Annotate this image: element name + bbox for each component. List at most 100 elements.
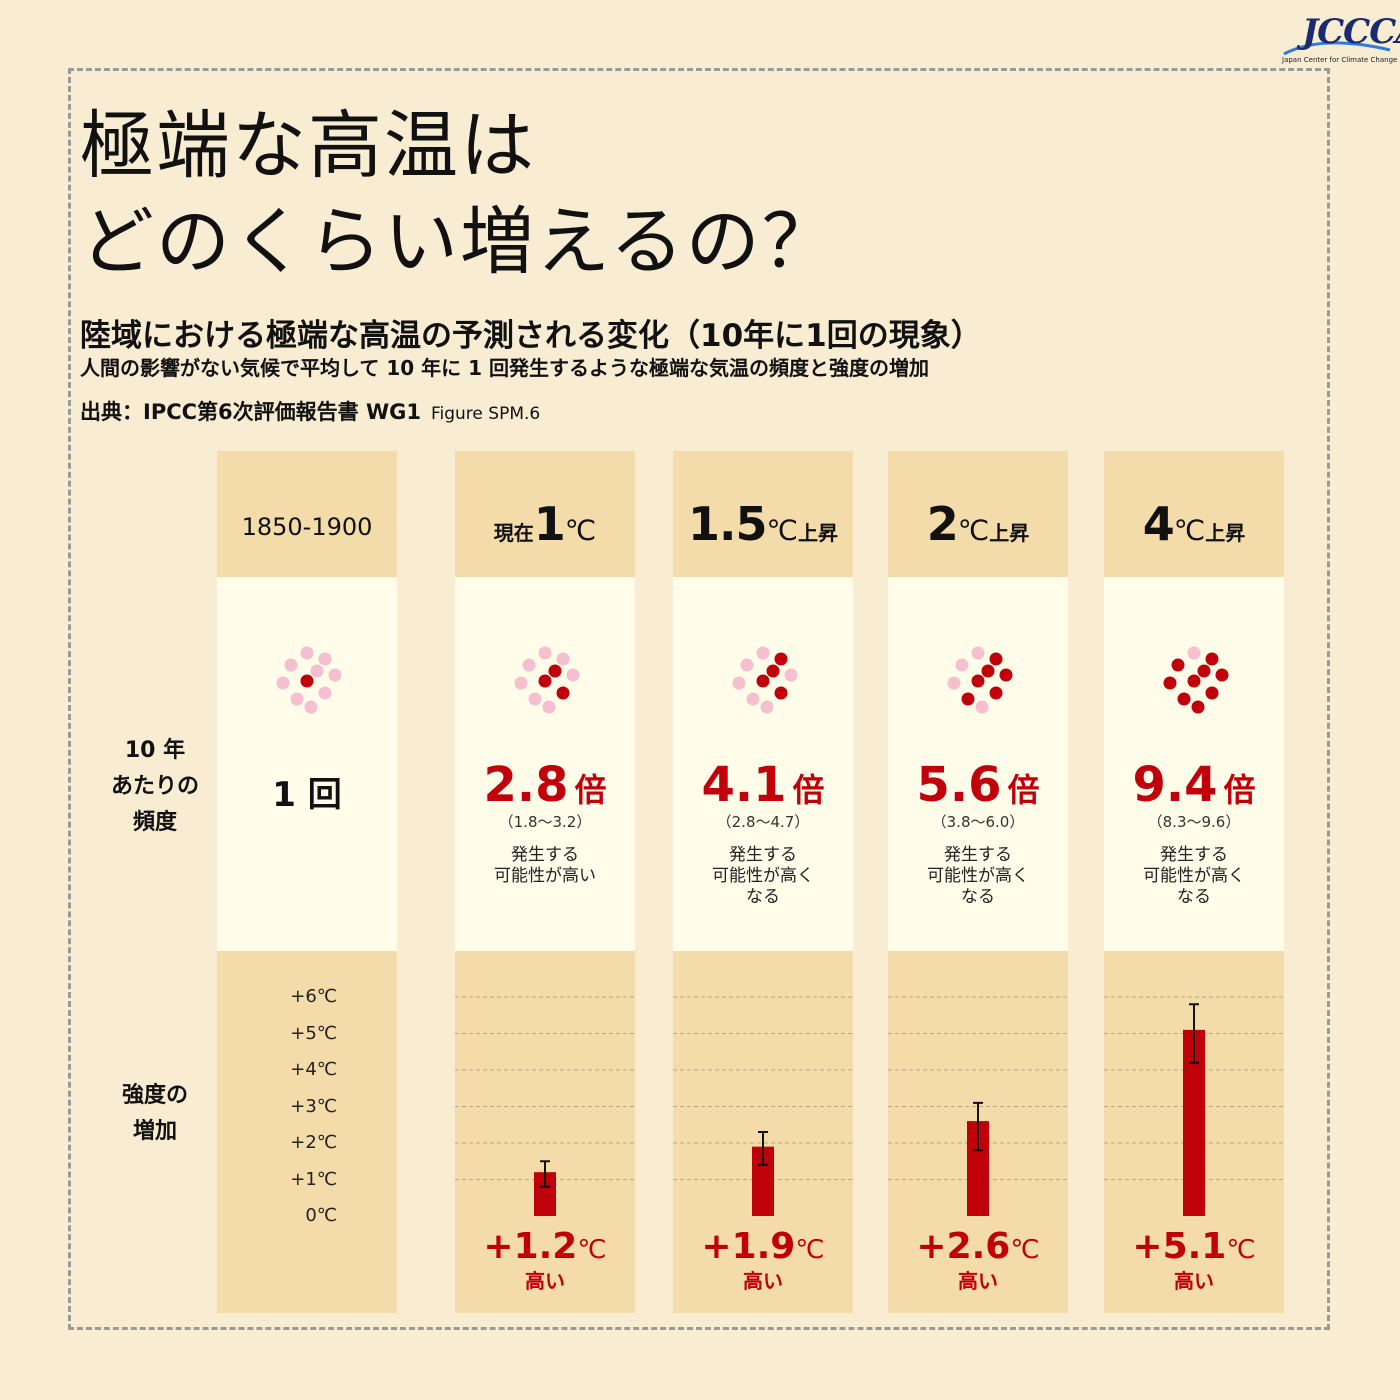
event-dot-extreme [971, 674, 985, 688]
event-dot-normal [310, 664, 324, 678]
frequency-multiplier: 倍 [574, 771, 607, 809]
dot-cluster [276, 646, 342, 714]
scenario-column: 現在1℃ 2.8 倍 （1.8〜3.2） 発生する 可能性が高い +1.2℃ 高い [455, 451, 635, 1313]
event-dot-normal [1187, 646, 1201, 660]
intensity-panel: +1.9℃ 高い [673, 951, 853, 1313]
y-tick-label: +1℃ [290, 1168, 337, 1190]
increase-value: +5.1 [1132, 1226, 1227, 1267]
intensity-label-line: 強度の [121, 1083, 188, 1108]
event-dot-normal [975, 700, 989, 714]
note-line: 発生する [944, 845, 1012, 865]
note-line: 可能性が高く [927, 866, 1029, 886]
event-dot-extreme [989, 652, 1003, 666]
intensity-increase: +5.1℃ [1104, 1226, 1284, 1267]
event-dot-normal [522, 658, 536, 672]
event-dot-extreme [1163, 676, 1177, 690]
note-line: なる [746, 887, 780, 907]
event-dot-normal [514, 676, 528, 690]
scenario-post: 上昇 [989, 521, 1030, 545]
event-dot-normal [947, 676, 961, 690]
dot-cluster [947, 646, 1013, 714]
baseline-frequency-panel: 1 回 [217, 577, 397, 951]
scenario-unit: ℃ [766, 514, 798, 547]
event-dot-extreme [548, 664, 562, 678]
error-bar [973, 1101, 983, 1152]
error-bar [1189, 1003, 1199, 1064]
dot-cluster [1163, 646, 1229, 714]
note-line: 可能性が高く [712, 866, 814, 886]
scenario-title: 2℃上昇 [888, 497, 1068, 551]
intensity-panel: +1.2℃ 高い [455, 951, 635, 1313]
frequency-multiplier: 倍 [1223, 771, 1256, 809]
scenario-unit: ℃ [1173, 514, 1206, 547]
scenario-header: 現在1℃ [455, 451, 635, 577]
frequency-number: 4.1 [701, 757, 787, 813]
event-dot-normal [300, 646, 314, 660]
subtitle: 陸域における極端な高温の予測される変化（10年に1回の現象） [80, 318, 982, 354]
event-dot-normal [955, 658, 969, 672]
event-dot-normal [760, 700, 774, 714]
source-label: 出典：IPCC第6次評価報告書 WG1 [80, 400, 421, 424]
frequency-multiplier: 倍 [792, 771, 825, 809]
scenario-column: 2℃上昇 5.6 倍 （3.8〜6.0） 発生する 可能性が高く なる +2.6℃ 高… [888, 451, 1068, 1313]
likelihood-note: 発生する 可能性が高く なる [673, 845, 853, 908]
likelihood-note: 発生する 可能性が高く なる [888, 845, 1068, 908]
frequency-value: 4.1 倍 [673, 757, 853, 813]
frequency-panel: 9.4 倍 （8.3〜9.6） 発生する 可能性が高く なる [1104, 577, 1284, 951]
frequency-label-line: 10 年 [124, 738, 186, 763]
intensity-bar [967, 1121, 989, 1216]
scenario-title: 1.5℃上昇 [673, 497, 853, 551]
note-line: 発生する [729, 845, 797, 865]
event-dot-normal [784, 668, 798, 682]
intensity-chart [455, 996, 635, 1216]
event-dot-extreme [1171, 658, 1185, 672]
note-line: 発生する [1160, 845, 1228, 865]
intensity-row-label: 強度の 増加 [90, 1078, 220, 1150]
event-dot-normal [328, 668, 342, 682]
scenario-header: 1.5℃上昇 [673, 451, 853, 577]
baseline-period: 1850-1900 [241, 513, 373, 541]
scenario-unit: ℃ [957, 514, 990, 547]
intensity-panel: +5.1℃ 高い [1104, 951, 1284, 1313]
intensity-increase: +1.9℃ [673, 1226, 853, 1267]
dashed-frame [68, 68, 1330, 1330]
event-dot-extreme [999, 668, 1013, 682]
event-dot-extreme [1187, 674, 1201, 688]
frequency-multiplier: 倍 [1007, 771, 1040, 809]
intensity-bar [752, 1146, 774, 1216]
scenario-column: 1.5℃上昇 4.1 倍 （2.8〜4.7） 発生する 可能性が高く なる +1.9℃… [673, 451, 853, 1313]
y-tick-label: +4℃ [290, 1059, 337, 1080]
frequency-range: （2.8〜4.7） [716, 813, 810, 831]
frequency-panel: 2.8 倍 （1.8〜3.2） 発生する 可能性が高い [455, 577, 635, 951]
frequency-label-line: あたりの [110, 774, 199, 799]
page-title: 極端な高温は どのくらい増えるの？ [80, 98, 838, 290]
scenario-title: 現在1℃ [455, 497, 635, 551]
frequency-range: （8.3〜9.6） [1147, 813, 1241, 831]
increase-value: +2.6 [916, 1226, 1011, 1267]
title-line-2: どのくらい増えるの？ [80, 199, 838, 285]
increase-unit: ℃ [1010, 1235, 1040, 1265]
intensity-chart [673, 996, 853, 1216]
intensity-bar [1183, 1029, 1205, 1216]
event-dot-normal [318, 686, 332, 700]
event-dot-extreme [1215, 668, 1229, 682]
intensity-label-line: 増加 [132, 1119, 177, 1144]
scenario-value: 1.5 [688, 497, 767, 551]
increase-value: +1.9 [701, 1226, 796, 1267]
scenario-value: 4 [1142, 497, 1175, 551]
note-line: 発生する [511, 845, 579, 865]
baseline-column: 1850-1900 1 回 +6℃ +5℃ +4℃ +3℃ +2℃ +1℃ 0℃ [217, 451, 397, 1313]
frequency-label-line: 頻度 [132, 810, 177, 835]
event-dot-extreme [1177, 692, 1191, 706]
intensity-panel: +2.6℃ 高い [888, 951, 1068, 1313]
event-dot-normal [528, 692, 542, 706]
frequency-value: 5.6 倍 [888, 757, 1068, 813]
confidence-level: 高い [743, 1269, 783, 1293]
scenario-header: 4℃上昇 [1104, 451, 1284, 577]
event-dot-extreme [961, 692, 975, 706]
event-dot-extreme [774, 652, 788, 666]
frequency-number: 9.4 [1132, 757, 1218, 813]
scenario-pre: 現在 [493, 521, 534, 545]
source: 出典：IPCC第6次評価報告書 WG1 Figure SPM.6 [80, 396, 540, 426]
baseline-intensity-panel: +6℃ +5℃ +4℃ +3℃ +2℃ +1℃ 0℃ [217, 951, 397, 1313]
